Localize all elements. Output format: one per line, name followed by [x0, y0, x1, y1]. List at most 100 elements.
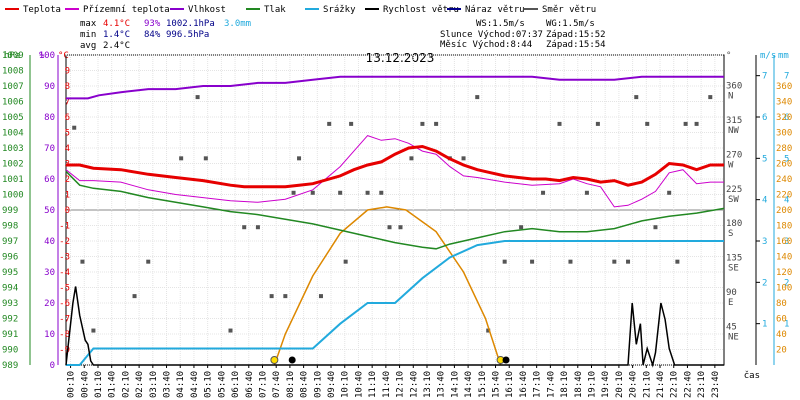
- legend-label-press: Tlak: [264, 5, 286, 15]
- x-tick-label: 18:40: [574, 371, 584, 398]
- x-tick-label: 05:10: [204, 371, 214, 398]
- sun-tick-label: 100: [776, 284, 792, 294]
- x-tick-label: 19:40: [601, 371, 611, 398]
- wind-dir-point: [584, 190, 589, 195]
- mm-tick-label: 4: [784, 196, 789, 206]
- x-tick-label: 20:10: [615, 371, 625, 398]
- mm-tick-label: 5: [784, 154, 789, 164]
- wind-dir-point: [327, 121, 332, 126]
- wind-dir-point: [318, 294, 323, 299]
- wind-dir-point: [379, 190, 384, 195]
- hpa-tick-label: 1007: [2, 82, 24, 92]
- hpa-tick-label: 1008: [2, 67, 24, 77]
- sun-moon-info: WS:1.5m/s WG:1.5m/s Slunce Východ:07:37 …: [440, 19, 606, 50]
- x-tick-label: 16:40: [519, 371, 529, 398]
- ms-tick-label: 2: [762, 278, 767, 288]
- dir-tick-label: E: [728, 298, 733, 308]
- x-tick-label: 17:10: [533, 371, 543, 398]
- wind-dir-point: [708, 95, 713, 100]
- dir-tick-label: NE: [728, 333, 739, 343]
- sun-tick-label: 200: [776, 206, 792, 216]
- temp-tick-label: 5: [65, 129, 70, 139]
- mm-tick-label: 2: [784, 278, 789, 288]
- mm-unit: mm: [778, 51, 789, 61]
- pct-tick-label: 20: [44, 299, 55, 309]
- dir-tick-deg: 360: [726, 81, 742, 91]
- x-tick-label: 09:40: [327, 371, 337, 398]
- wind-dir-point: [541, 190, 546, 195]
- wind-dir-point: [349, 121, 354, 126]
- hpa-tick-label: 1001: [2, 175, 24, 185]
- sun-tick-label: 60: [776, 315, 787, 325]
- x-tick-label: 06:10: [231, 371, 241, 398]
- wind-dir-point: [434, 121, 439, 126]
- wind-dir-point: [291, 190, 296, 195]
- ms-unit: m/s: [760, 51, 776, 61]
- temp-tick-label: -6: [59, 299, 70, 309]
- temp-tick-label: -3: [59, 253, 70, 263]
- pct-tick-label: 60: [44, 175, 55, 185]
- temp-tick-label: -9: [59, 346, 70, 356]
- wind-dir-point: [653, 225, 658, 230]
- x-tick-label: 10:40: [354, 371, 364, 398]
- x-tick-label: 04:40: [190, 371, 200, 398]
- wind-dir-point: [568, 259, 573, 264]
- stats-block: max 4.1°C 93% 1002.1hPa 3.0mm min 1.4°C …: [80, 19, 251, 51]
- hpa-tick-label: 996: [2, 253, 18, 263]
- wind-dir-point: [91, 328, 96, 333]
- wind-dir-point: [683, 121, 688, 126]
- temp-tick-label: -5: [59, 284, 70, 294]
- temp-tick-label: -2: [59, 237, 70, 247]
- x-tick-label: 10:10: [341, 371, 351, 398]
- hpa-tick-label: 995: [2, 268, 18, 278]
- hpa-tick-label: 997: [2, 237, 18, 247]
- wind-dir-point: [242, 225, 247, 230]
- y-axes: -9-8-7-6-5-4-3-2-10123456789010203040506…: [2, 51, 792, 371]
- legend-label-gust: Náraz větru: [465, 5, 525, 15]
- x-tick-label: 11:40: [382, 371, 392, 398]
- stat-min-temp: 1.4°C: [103, 30, 130, 40]
- stat-avg-label: avg: [80, 41, 96, 51]
- info-sun-set: Západ:15:52: [546, 30, 606, 40]
- stat-min-press: 996.5hPa: [166, 30, 209, 40]
- x-tick-label: 18:10: [560, 371, 570, 398]
- wind-dir-point: [557, 121, 562, 126]
- hpa-tick-label: 1002: [2, 160, 24, 170]
- pct-unit: %: [39, 51, 45, 61]
- axis-units: hPa % °C ° m/s mm čas: [4, 51, 789, 381]
- dir-tick-deg: 225: [726, 185, 742, 195]
- x-tick-label: 02:10: [121, 371, 131, 398]
- wind-dir-point: [519, 225, 524, 230]
- legend: Teplota Přízemní teplota Vlhkost Tlak Srážky…: [5, 5, 596, 15]
- wind-dir-point: [694, 121, 699, 126]
- pct-tick-label: 80: [44, 113, 55, 123]
- stat-max-label: max: [80, 19, 97, 29]
- dir-tick-label: W: [728, 160, 734, 170]
- dir-tick-deg: 315: [726, 116, 742, 126]
- pct-tick-label: 50: [44, 206, 55, 216]
- wind-dir-point: [634, 95, 639, 100]
- x-tick-label: 08:10: [286, 371, 296, 398]
- wind-dir-point: [255, 225, 260, 230]
- hpa-unit: hPa: [4, 51, 20, 61]
- legend-label-dew: Přízemní teplota: [83, 5, 170, 15]
- pct-tick-label: 70: [44, 144, 55, 154]
- info-wg: WG:1.5m/s: [546, 19, 595, 29]
- wind-dir-point: [310, 190, 315, 195]
- hpa-tick-label: 1006: [2, 98, 24, 108]
- wind-dir-point: [486, 328, 491, 333]
- x-tick-label: 04:10: [176, 371, 186, 398]
- stat-min-hum: 84%: [144, 30, 161, 40]
- ms-tick-label: 7: [762, 72, 767, 82]
- sun-marker: [270, 356, 279, 364]
- mm-tick-label: 7: [784, 72, 789, 82]
- sun-tick-label: 340: [776, 98, 792, 108]
- temp-tick-label: -8: [59, 330, 70, 340]
- x-tick-label: 22:10: [670, 371, 680, 398]
- wind-dir-point: [645, 121, 650, 126]
- sun-tick-label: 40: [776, 330, 787, 340]
- hpa-tick-label: 990: [2, 346, 18, 356]
- stat-min-label: min: [80, 30, 96, 40]
- series-temperature: [66, 144, 724, 189]
